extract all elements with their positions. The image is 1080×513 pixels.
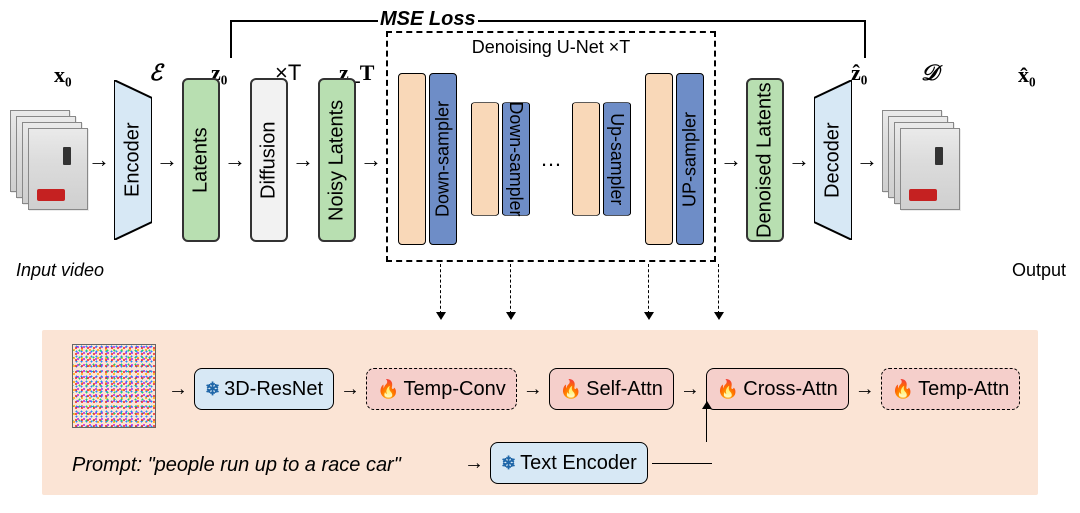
- up-conv-2: [645, 73, 673, 245]
- denoised-latents-label: Denoised Latents: [754, 82, 777, 238]
- fire-icon: 🔥: [377, 379, 399, 400]
- down-conv-2: [471, 102, 499, 216]
- down-sampler-2: Down-sampler: [502, 102, 530, 216]
- prompt-text: Prompt: "people run up to a race car": [72, 454, 401, 477]
- encoder-block: Encoder: [114, 80, 152, 240]
- fire-icon: 🔥: [717, 379, 739, 400]
- latents-block: Latents: [182, 78, 220, 242]
- tempattn-block: 🔥Temp-Attn: [881, 368, 1021, 410]
- arrow-icon: →: [356, 147, 386, 173]
- snowflake-icon: ❄: [205, 379, 220, 400]
- pipeline-row: → ❄3D-ResNet → 🔥Temp-Conv → 🔥Self-Attn →…: [162, 368, 1020, 410]
- diffusion-block: Diffusion: [250, 78, 288, 242]
- noisy-latents-block: Noisy Latents: [318, 78, 356, 242]
- selfattn-block: 🔥Self-Attn: [549, 368, 674, 410]
- down-pair-2: Down-sampler: [471, 102, 530, 216]
- text-encoder-block: ❄Text Encoder: [490, 442, 648, 484]
- output-video-stack: [882, 110, 952, 210]
- input-video-stack: [10, 110, 80, 210]
- fire-icon: 🔥: [560, 379, 582, 400]
- up-conv-1: [572, 102, 600, 216]
- arrow-icon: →: [288, 147, 318, 173]
- up-sampler-1: Up-sampler: [603, 102, 631, 216]
- diffusion-label: Diffusion: [258, 121, 281, 198]
- arrow-icon: →: [517, 378, 549, 401]
- arrow-icon: →: [849, 378, 881, 401]
- arrow-icon: →: [716, 147, 746, 173]
- arrow-icon: →: [162, 378, 194, 401]
- up-pair-1: Up-sampler: [572, 102, 631, 216]
- text-enc-up-arrow: [706, 408, 707, 442]
- bottom-panel: → ❄3D-ResNet → 🔥Temp-Conv → 🔥Self-Attn →…: [42, 330, 1038, 495]
- tempconv-block: 🔥Temp-Conv: [366, 368, 517, 410]
- denoised-latents-block: Denoised Latents: [746, 78, 784, 242]
- crossattn-block: 🔥Cross-Attn: [706, 368, 849, 410]
- fire-icon: 🔥: [892, 379, 914, 400]
- arrow-icon: →: [152, 147, 182, 173]
- snowflake-icon: ❄: [501, 453, 516, 474]
- mse-loss-label: MSE Loss: [380, 8, 476, 31]
- up-sampler-2: UP-sampler: [676, 73, 704, 245]
- latents-label: Latents: [190, 127, 213, 193]
- down-conv-1: [398, 73, 426, 245]
- output-caption: Output: [984, 260, 1080, 281]
- arrow-icon: →: [458, 452, 490, 475]
- arrow-icon: →: [220, 147, 250, 173]
- noisy-latents-label: Noisy Latents: [326, 99, 349, 220]
- encoder-label: Encoder: [114, 80, 152, 240]
- down-pair-1: Down-sampler: [398, 73, 457, 245]
- arrow-icon: →: [334, 378, 366, 401]
- arrow-icon: →: [852, 147, 882, 173]
- decoder-block: Decoder: [814, 80, 852, 240]
- unet-box: Denoising U-Net ×T Down-sampler Down-sam…: [386, 31, 716, 262]
- up-pair-2: UP-sampler: [645, 73, 704, 245]
- resnet-block: ❄3D-ResNet: [194, 368, 334, 410]
- arrow-icon: →: [784, 147, 814, 173]
- unet-title: Denoising U-Net ×T: [468, 37, 635, 58]
- arrow-icon: →: [84, 147, 114, 173]
- arrow-icon: →: [674, 378, 706, 401]
- ellipsis: …: [530, 146, 572, 172]
- input-video-caption: Input video: [5, 260, 115, 281]
- noise-patch-icon: [72, 344, 156, 428]
- decoder-label: Decoder: [814, 80, 852, 240]
- down-sampler-1: Down-sampler: [429, 73, 457, 245]
